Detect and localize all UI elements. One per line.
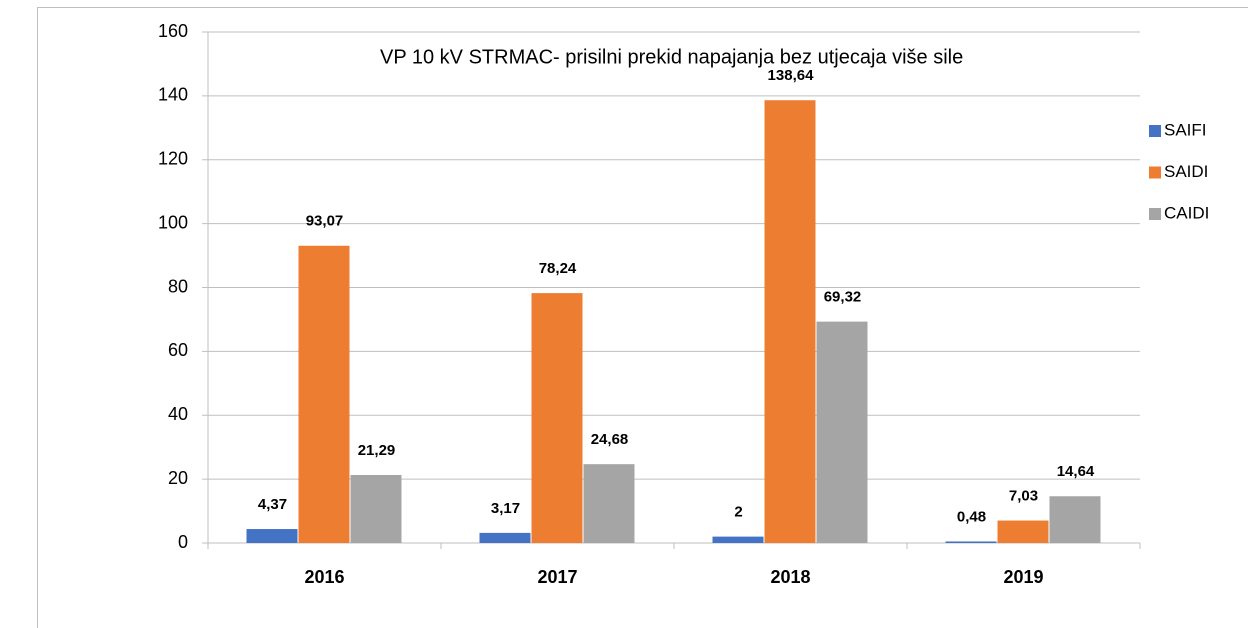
data-label: 3,17 bbox=[491, 500, 520, 517]
x-tick-label: 2019 bbox=[1003, 567, 1043, 587]
legend-swatch bbox=[1149, 208, 1161, 220]
data-label: 138,64 bbox=[768, 67, 815, 84]
bar bbox=[1049, 496, 1101, 543]
data-label: 78,24 bbox=[539, 260, 577, 277]
chart-title: VP 10 kV STRMAC- prisilni prekid napajan… bbox=[380, 46, 963, 68]
y-tick-label: 80 bbox=[168, 276, 188, 296]
legend-label: CAIDI bbox=[1164, 203, 1209, 222]
legend-swatch bbox=[1149, 166, 1161, 179]
legend-label: SAIDI bbox=[1164, 162, 1208, 181]
data-label: 69,32 bbox=[824, 289, 862, 306]
y-tick-label: 120 bbox=[158, 149, 188, 169]
bar bbox=[246, 529, 298, 543]
data-label: 24,68 bbox=[591, 431, 629, 448]
y-tick-label: 100 bbox=[158, 212, 188, 232]
legend-label: SAIFI bbox=[1164, 120, 1207, 139]
bar bbox=[350, 475, 402, 543]
y-tick-label: 140 bbox=[158, 85, 188, 105]
bar bbox=[764, 100, 816, 543]
bar bbox=[816, 321, 868, 543]
bar bbox=[712, 536, 764, 543]
bar bbox=[945, 541, 997, 543]
y-tick-label: 160 bbox=[158, 21, 188, 41]
bar bbox=[298, 245, 350, 543]
data-label: 0,48 bbox=[957, 508, 986, 525]
y-tick-label: 20 bbox=[168, 468, 188, 488]
x-tick-label: 2017 bbox=[537, 567, 577, 587]
data-label: 14,64 bbox=[1057, 463, 1095, 480]
y-tick-label: 0 bbox=[178, 532, 188, 552]
bar bbox=[997, 520, 1049, 543]
bar bbox=[479, 532, 531, 543]
x-tick-label: 2018 bbox=[770, 567, 810, 587]
y-tick-label: 40 bbox=[168, 404, 188, 424]
y-tick-label: 60 bbox=[168, 340, 188, 360]
legend-swatch bbox=[1149, 125, 1161, 137]
bar bbox=[583, 464, 635, 543]
bar bbox=[531, 293, 583, 543]
data-label: 7,03 bbox=[1009, 488, 1038, 505]
data-label: 21,29 bbox=[358, 442, 396, 459]
data-label: 93,07 bbox=[306, 213, 344, 230]
chart-frame bbox=[37, 7, 1248, 628]
x-tick-label: 2016 bbox=[304, 567, 344, 587]
data-label: 4,37 bbox=[258, 496, 287, 513]
data-label: 2 bbox=[734, 504, 742, 521]
